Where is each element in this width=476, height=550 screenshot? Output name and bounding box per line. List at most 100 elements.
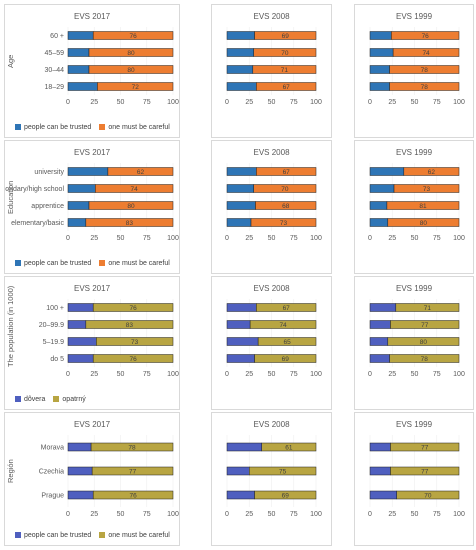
data-label: 61 — [285, 445, 293, 452]
bar-segment-careful — [107, 167, 174, 176]
bar-segment-trusted — [369, 466, 391, 476]
x-tick-label: 50 — [411, 511, 419, 518]
data-label: 70 — [424, 493, 432, 500]
data-label: 70 — [281, 50, 289, 57]
chart-svg: 61 75 69 0 25 50 75 100 — [225, 435, 322, 518]
x-tick-label: 100 — [453, 371, 465, 378]
chart-title: EVS 2008 — [253, 148, 290, 157]
data-label: 65 — [283, 339, 291, 346]
bar-segment-trusted — [226, 490, 255, 500]
chart-title: EVS 2008 — [253, 284, 290, 293]
x-tick-label: 25 — [90, 371, 98, 378]
legend-swatch — [15, 260, 21, 267]
bar-segment-trusted — [369, 354, 390, 363]
category-label: Prague — [41, 493, 64, 500]
x-tick-label: 75 — [290, 511, 298, 518]
chart-panel: EVS 2017 76 60 + 80 45–59 80 30–44 72 18–29 0 25 50… — [4, 4, 180, 138]
bar-segment-careful — [250, 218, 317, 227]
chart-title: EVS 2017 — [73, 12, 111, 21]
data-label: 62 — [428, 169, 436, 176]
x-tick-label: 50 — [117, 99, 125, 106]
category-label: 60 + — [50, 33, 64, 40]
x-tick-label: 50 — [411, 99, 419, 106]
bar-segment-trusted — [369, 218, 389, 227]
bar-segment-careful — [392, 48, 460, 57]
category-label: elementary/basic — [11, 220, 64, 227]
bar-segment-trusted — [369, 82, 390, 91]
x-tick-label: 25 — [388, 511, 396, 518]
category-label: 20–99.9 — [39, 322, 64, 329]
chart-title: EVS 1999 — [395, 148, 433, 157]
category-label: 5–19.9 — [43, 339, 65, 346]
legend-item: one must be careful — [99, 532, 170, 539]
bar-segment-careful — [257, 337, 317, 346]
x-tick-label: 100 — [453, 99, 465, 106]
data-label: 67 — [283, 305, 291, 312]
bar-segment-careful — [387, 337, 460, 346]
chart-svg: 78 Morava 77 Czechia 76 Prague 0 25 50 75 100 — [39, 435, 179, 518]
x-tick-label: 100 — [310, 511, 322, 518]
data-label: 80 — [127, 67, 135, 74]
legend-swatch — [99, 260, 106, 267]
bar-segment-trusted — [369, 320, 391, 329]
bar-segment-careful — [387, 218, 460, 227]
x-tick-label: 0 — [66, 99, 70, 106]
x-tick-label: 25 — [388, 371, 396, 378]
x-tick-label: 75 — [433, 371, 441, 378]
bar-segment-careful — [389, 82, 460, 91]
bar-segment-trusted — [67, 167, 109, 176]
chart-title: EVS 1999 — [395, 12, 433, 21]
data-label: 68 — [282, 203, 290, 210]
category-label: 30–44 — [45, 67, 65, 74]
legend-item: one must be careful — [99, 124, 170, 131]
x-tick-label: 50 — [268, 371, 276, 378]
chart-title: EVS 2017 — [73, 148, 111, 157]
bar-segment-careful — [390, 466, 460, 476]
legend-label: people can be trusted — [24, 532, 92, 539]
x-tick-label: 0 — [225, 371, 229, 378]
bar-segment-careful — [249, 466, 317, 476]
data-label: 73 — [423, 186, 431, 193]
x-tick-label: 100 — [167, 511, 179, 518]
x-tick-label: 100 — [453, 511, 465, 518]
x-tick-label: 25 — [90, 235, 98, 242]
x-tick-label: 75 — [290, 235, 298, 242]
chart-title: EVS 2017 — [73, 284, 111, 293]
data-label: 77 — [421, 445, 429, 452]
bar-segment-careful — [256, 167, 317, 176]
data-label: 83 — [126, 322, 134, 329]
bar-segment-careful — [90, 442, 174, 452]
chart-panel: EVS 2008 67 70 68 73 0 25 50 75 100 — [211, 140, 332, 274]
bar-segment-careful — [91, 466, 174, 476]
x-tick-label: 0 — [368, 235, 372, 242]
category-label: secondary/high school — [5, 186, 64, 193]
bar-segment-trusted — [67, 442, 92, 452]
x-tick-label: 25 — [90, 511, 98, 518]
legend-label: one must be careful — [108, 532, 170, 539]
x-tick-label: 100 — [310, 99, 322, 106]
data-label: 75 — [279, 469, 287, 476]
category-label: do 5 — [50, 356, 64, 363]
bar-segment-trusted — [67, 82, 98, 91]
chart-svg: 67 70 68 73 0 25 50 75 100 — [225, 163, 322, 242]
legend: people can be trusted one must be careful — [15, 260, 178, 267]
bar-segment-trusted — [226, 31, 255, 40]
x-tick-label: 50 — [117, 235, 125, 242]
legend-item: people can be trusted — [15, 260, 91, 267]
legend-swatch — [15, 396, 21, 403]
bar-segment-trusted — [226, 48, 254, 57]
x-tick-label: 50 — [268, 511, 276, 518]
data-label: 73 — [280, 220, 288, 227]
bar-segment-careful — [92, 354, 174, 363]
data-label: 76 — [129, 33, 137, 40]
x-tick-label: 50 — [268, 99, 276, 106]
data-label: 78 — [421, 67, 429, 74]
data-label: 74 — [279, 322, 287, 329]
chart-title: EVS 1999 — [395, 284, 433, 293]
chart-panel: EVS 2008 61 75 69 0 25 50 75 100 — [211, 412, 332, 546]
row-axis-label: Education — [6, 180, 15, 214]
bar-segment-careful — [253, 48, 317, 57]
legend-label: opatrný — [62, 396, 86, 403]
legend: people can be trusted one must be careful — [15, 124, 178, 131]
category-label: university — [34, 169, 64, 176]
